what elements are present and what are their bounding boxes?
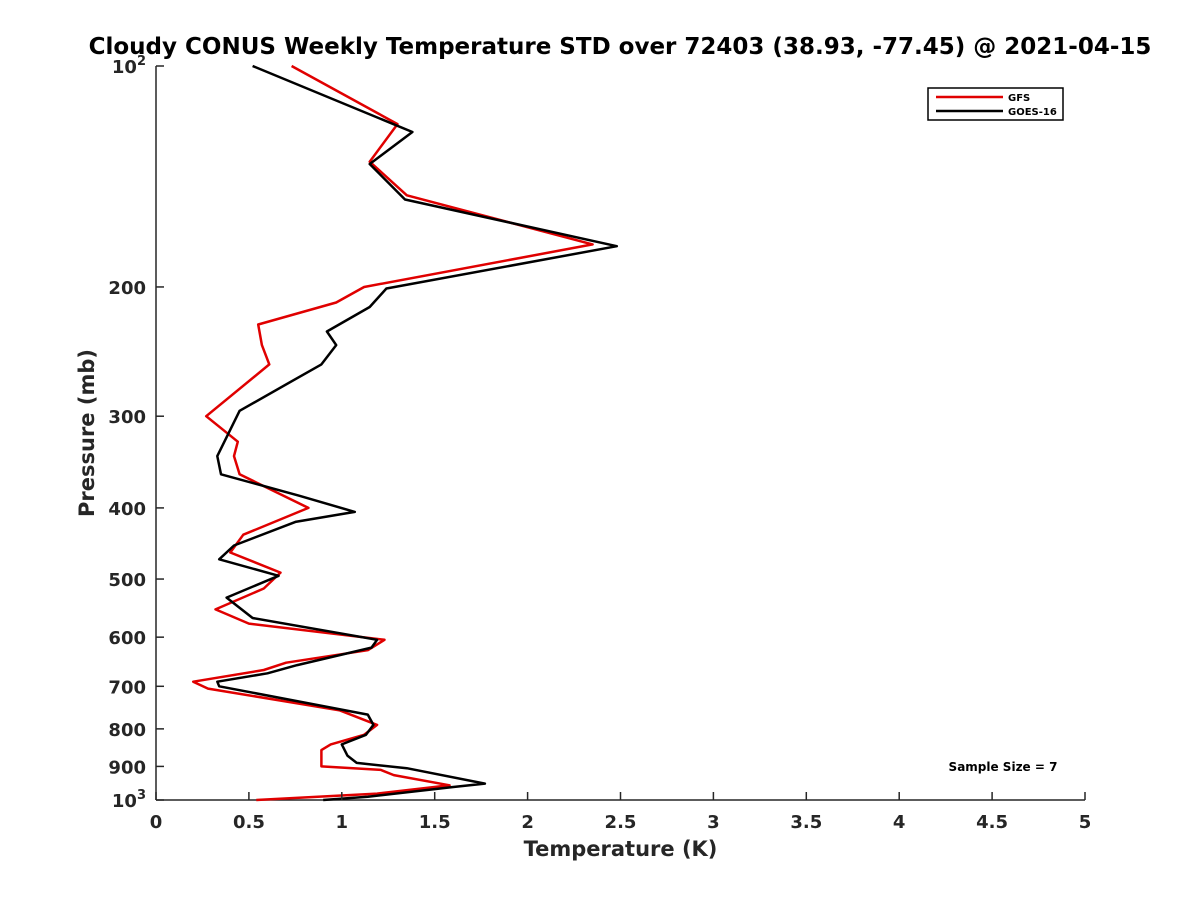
y-tick-label: 400 xyxy=(108,499,146,520)
x-tick-label: 4 xyxy=(893,812,906,833)
y-tick-label: 102 xyxy=(112,54,146,78)
x-tick-label: 4.5 xyxy=(976,812,1008,833)
x-tick-label: 0.5 xyxy=(233,812,265,833)
legend-label-goes16: GOES-16 xyxy=(1008,107,1057,118)
y-tick-label: 900 xyxy=(108,757,146,778)
x-tick-label: 1 xyxy=(336,812,349,833)
y-tick-label: 700 xyxy=(108,677,146,698)
y-tick-label: 200 xyxy=(108,278,146,299)
x-tick-label: 2.5 xyxy=(605,812,637,833)
x-tick-label: 3 xyxy=(707,812,720,833)
series-line-goes16 xyxy=(216,64,619,802)
y-tick-label: 500 xyxy=(108,570,146,591)
x-tick-label: 5 xyxy=(1079,812,1092,833)
y-tick-label: 300 xyxy=(108,407,146,428)
series-line-gfs xyxy=(191,64,594,802)
x-axis-label: Temperature (K) xyxy=(524,837,718,861)
y-axis-ticks: 102 200 300 400 500 600 700 800 900 103 xyxy=(108,54,164,812)
sample-size-annotation: Sample Size = 7 xyxy=(949,760,1058,774)
legend-label-gfs: GFS xyxy=(1008,93,1030,104)
y-tick-label: 800 xyxy=(108,720,146,741)
y-tick-label: 600 xyxy=(108,628,146,649)
x-tick-label: 2 xyxy=(521,812,534,833)
x-tick-label: 3.5 xyxy=(790,812,822,833)
plot-background xyxy=(156,66,1085,800)
plot-area xyxy=(155,64,1085,802)
y-axis-label: Pressure (mb) xyxy=(75,349,99,517)
legend: GFS GOES-16 xyxy=(927,87,1064,121)
x-axis-ticks: 0 0.5 1 1.5 2 2.5 3 3.5 4 4.5 5 xyxy=(150,792,1092,833)
y-tick-label: 103 xyxy=(112,788,146,812)
x-tick-label: 1.5 xyxy=(419,812,451,833)
x-tick-label: 0 xyxy=(150,812,163,833)
legend-box xyxy=(927,87,1064,121)
series-layer xyxy=(191,64,619,802)
chart-title: Cloudy CONUS Weekly Temperature STD over… xyxy=(89,34,1152,60)
